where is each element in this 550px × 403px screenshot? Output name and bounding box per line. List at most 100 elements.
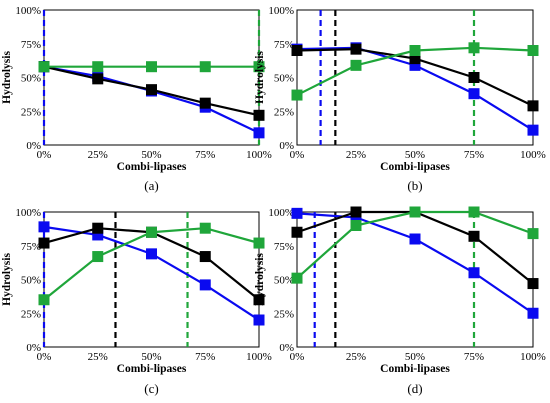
x-tick-label: 50% [141,149,161,161]
x-tick-label: 100% [246,351,272,363]
y-tick-label: 50% [274,275,294,287]
data-point-green [92,251,104,263]
y-tick-label: 75% [21,241,41,253]
series-line-blue [43,65,260,134]
data-point-black [92,222,104,234]
data-point-black [468,230,480,242]
series-line-green [296,210,534,279]
y-tick-label: 50% [21,73,41,85]
chart-panel-1: 0% 25% 50% 75% 100% 0% 25% 50% 75% 100% Combi-lipa… [1,5,272,193]
y-tick-label: 0% [279,342,294,354]
series-line-green [43,227,260,301]
data-point-green [350,59,362,71]
data-point-green [350,220,362,231]
data-point-blue [146,248,157,260]
x-tick-label: 100% [246,149,272,161]
x-axis-label: Combi-lipases [117,161,187,173]
plot-frame [43,9,260,146]
data-point-green [146,61,157,73]
y-tick-label: 25% [21,308,41,320]
data-point-blue [409,233,421,245]
y-tick-label: 50% [274,73,294,85]
data-point-black [199,251,211,263]
data-point-green [199,61,211,73]
data-point-green [199,222,211,234]
x-tick-label: 0% [290,351,305,363]
x-tick-label: 100% [520,149,546,161]
chart-panel-3: 0% 25% 50% 75% 100% 0% 25% 50% 75% 100% Combi-lipa… [1,207,272,396]
data-point-black [253,109,265,121]
data-point-blue [253,314,265,326]
y-tick-label: 75% [274,39,294,51]
data-point-green [92,61,104,73]
data-point-blue [291,207,303,219]
x-tick-label: 75% [464,149,484,161]
data-point-blue [199,279,211,291]
y-tick-label: 75% [274,241,294,253]
y-axis-label: Hydrolysis [254,51,266,104]
data-point-green [38,61,50,73]
data-point-black [409,53,421,65]
data-point-black [350,43,362,55]
data-point-green [253,61,265,73]
x-tick-label: 0% [37,351,52,363]
y-tick-label: 100% [268,5,294,17]
y-tick-label: 0% [26,342,41,354]
y-tick-label: 50% [21,275,41,287]
data-point-blue [92,229,104,241]
data-point-black [468,72,480,83]
x-tick-label: 75% [464,351,484,363]
data-point-green [291,89,303,101]
data-point-green [468,42,480,54]
data-point-blue [468,88,480,100]
data-point-green [409,206,421,218]
data-point-black [291,226,303,238]
x-tick-label: 50% [405,149,425,161]
x-tick-label: 0% [290,149,305,161]
y-tick-label: 0% [26,140,41,152]
y-tick-label: 25% [21,106,41,118]
x-tick-label: 100% [520,351,546,363]
data-point-blue [38,221,50,233]
y-tick-label: 75% [21,39,41,51]
panel-caption: (c) [144,381,158,396]
x-tick-label: 25% [88,149,108,161]
data-point-green [253,237,265,249]
x-tick-label: 50% [405,351,425,363]
data-point-blue [409,59,421,71]
data-point-green [468,206,480,218]
y-axis-label: Hydrolysis [254,253,266,306]
x-axis-label: Combi-lipases [380,363,450,375]
chart-panel-4: 0% 25% 50% 75% 100% 0% 25% 50% 75% 100% Combi-lipa… [254,206,546,396]
y-axis-label: Hydrolysis [1,253,13,306]
data-point-blue [253,127,265,139]
panel-caption: (b) [407,178,422,193]
data-point-black [92,73,104,85]
data-point-blue [527,307,539,319]
data-point-black [527,278,539,290]
data-point-blue [468,267,480,279]
data-point-black [146,84,157,96]
x-tick-label: 75% [195,351,215,363]
data-point-green [291,272,303,284]
data-point-green [38,294,50,306]
data-point-black [291,45,303,56]
chart-panel-2: 0% 25% 50% 75% 100% 0% 25% 50% 75% 100% Combi-lipa… [254,5,546,193]
x-axis-label: Combi-lipases [117,363,187,375]
x-tick-label: 25% [88,351,108,363]
series-line-blue [296,212,534,315]
y-tick-label: 25% [274,106,294,118]
data-point-blue [527,124,539,136]
x-tick-label: 25% [346,149,366,161]
panel-caption: (d) [407,381,422,396]
plot-frame [296,211,534,348]
data-point-black [38,237,50,249]
data-point-green [527,45,539,56]
y-tick-label: 100% [15,5,41,17]
data-point-green [409,45,421,56]
data-point-black [527,100,539,112]
x-axis-label: Combi-lipases [380,161,450,173]
y-tick-label: 25% [274,308,294,320]
y-tick-label: 100% [15,207,41,219]
data-point-green [146,226,157,238]
